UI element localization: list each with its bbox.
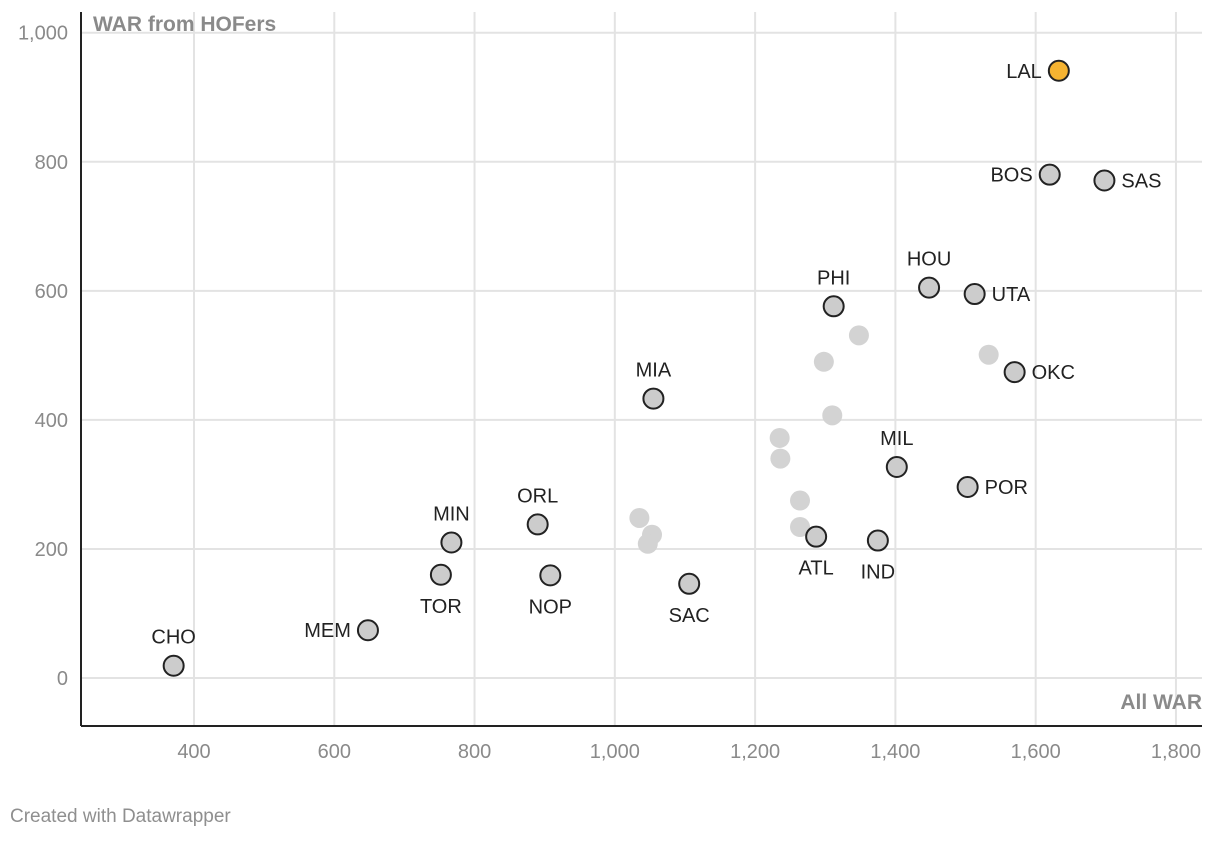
y-tick-label: 0 [57,668,68,690]
y-tick-label: 800 [35,152,68,174]
point-label-phi: PHI [817,267,850,289]
unlabeled-points [629,325,999,554]
point-label-atl: ATL [799,558,834,580]
axes: 0 200 400 600 800 1,000 400 600 800 1,000 1,200 1,4… [18,12,1202,763]
scatter-point-unlabeled [978,344,999,365]
labeled-points: LAL BOS SAS HOU UTA PHI OKC MIA MIL POR ORL MIN ATL I… [151,59,1161,677]
point-label-nop: NOP [529,596,572,618]
point-label-mia: MIA [636,360,672,382]
scatter-point-bos [1038,163,1061,186]
x-tick-label: 600 [318,741,351,763]
scatter-point-unlabeled [790,490,811,511]
scatter-point-sas [1093,169,1116,192]
point-label-por: POR [985,477,1028,499]
point-label-bos: BOS [990,165,1032,187]
point-label-tor: TOR [420,596,462,618]
scatter-point-unlabeled [637,533,658,554]
scatter-point-atl [805,525,828,548]
scatter-point-unlabeled [822,405,843,426]
scatter-point-sac [678,572,701,595]
point-label-orl: ORL [517,485,558,507]
x-tick-label: 400 [177,741,210,763]
x-tick-label: 1,000 [590,741,640,763]
scatter-point-unlabeled [813,351,834,372]
scatter-point-mil [885,455,908,478]
y-tick-label: 400 [35,410,68,432]
scatter-point-okc [1003,361,1026,384]
point-label-cho: CHO [151,627,195,649]
y-tick-label: 200 [35,539,68,561]
x-tick-label: 800 [458,741,491,763]
point-label-uta: UTA [992,284,1031,306]
scatter-point-lal [1047,59,1070,82]
scatter-point-unlabeled [629,507,650,528]
point-label-min: MIN [433,503,470,525]
point-label-mem: MEM [304,620,351,642]
scatter-point-por [956,475,979,498]
x-tick-label: 1,200 [730,741,780,763]
y-tick-label: 1,000 [18,23,68,45]
scatter-point-phi [822,295,845,318]
gridlines [81,12,1202,726]
scatter-point-mia [642,387,665,410]
scatter-point-unlabeled [790,516,811,537]
y-axis-title: WAR from HOFers [93,13,276,36]
credit-text: Created with Datawrapper [10,806,231,827]
scatter-point-unlabeled [848,325,869,346]
scatter-point-nop [539,564,562,587]
scatter-point-unlabeled [770,448,791,469]
point-label-ind: IND [861,562,895,584]
scatter-point-mem [356,619,379,642]
x-tick-label: 1,400 [870,741,920,763]
point-label-sas: SAS [1121,170,1161,192]
point-label-lal: LAL [1006,61,1042,83]
point-label-hou: HOU [907,249,951,271]
x-tick-label: 1,600 [1011,741,1061,763]
scatter-point-ind [866,529,889,552]
point-label-mil: MIL [880,428,913,450]
y-tick-label: 600 [35,281,68,303]
scatter-point-tor [429,563,452,586]
scatter-point-cho [162,654,185,677]
point-label-okc: OKC [1032,362,1075,384]
scatter-point-orl [526,513,549,536]
x-tick-label: 1,800 [1151,741,1201,763]
scatter-chart: 0 200 400 600 800 1,000 400 600 800 1,000 1,200 1,4… [18,12,1202,763]
point-label-sac: SAC [669,605,710,627]
scatter-point-uta [963,283,986,306]
scatter-point-unlabeled [769,427,790,448]
scatter-point-min [440,531,463,554]
x-axis-title: All WAR [1120,691,1202,714]
scatter-point-hou [918,276,941,299]
